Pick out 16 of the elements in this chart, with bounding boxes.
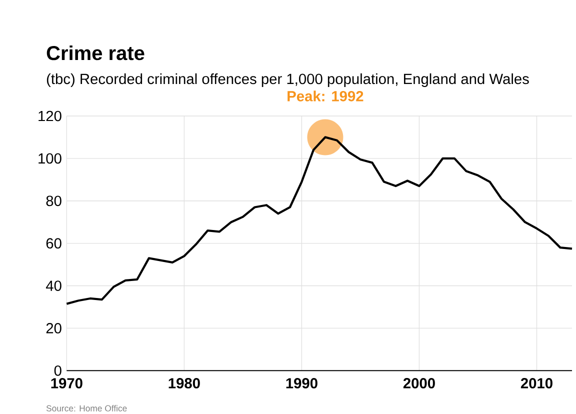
y-tick-label: 120 bbox=[38, 110, 62, 122]
y-tick-label: 20 bbox=[46, 323, 62, 334]
y-tick-label: 80 bbox=[46, 196, 62, 206]
x-tick-label: 1980 bbox=[168, 378, 200, 388]
source-note: Source: Home Office bbox=[46, 405, 127, 412]
x-tick-label: 2010 bbox=[520, 378, 552, 388]
y-tick-label: 0 bbox=[54, 365, 62, 376]
x-tick-label: 1990 bbox=[286, 378, 318, 388]
annotation: Peak: 1992 bbox=[288, 90, 364, 102]
y-tick-label: 100 bbox=[38, 153, 62, 164]
y-tick-label: 40 bbox=[46, 280, 62, 291]
chart-title: Crime rate bbox=[46, 46, 144, 60]
chart-subtitle: (tbc) Recorded criminal offences per 1,000 population, England and Wales bbox=[46, 73, 529, 88]
y-tick-label: 60 bbox=[46, 238, 62, 249]
x-tick-label: 1970 bbox=[51, 378, 82, 388]
x-tick-label: 2000 bbox=[403, 378, 435, 388]
